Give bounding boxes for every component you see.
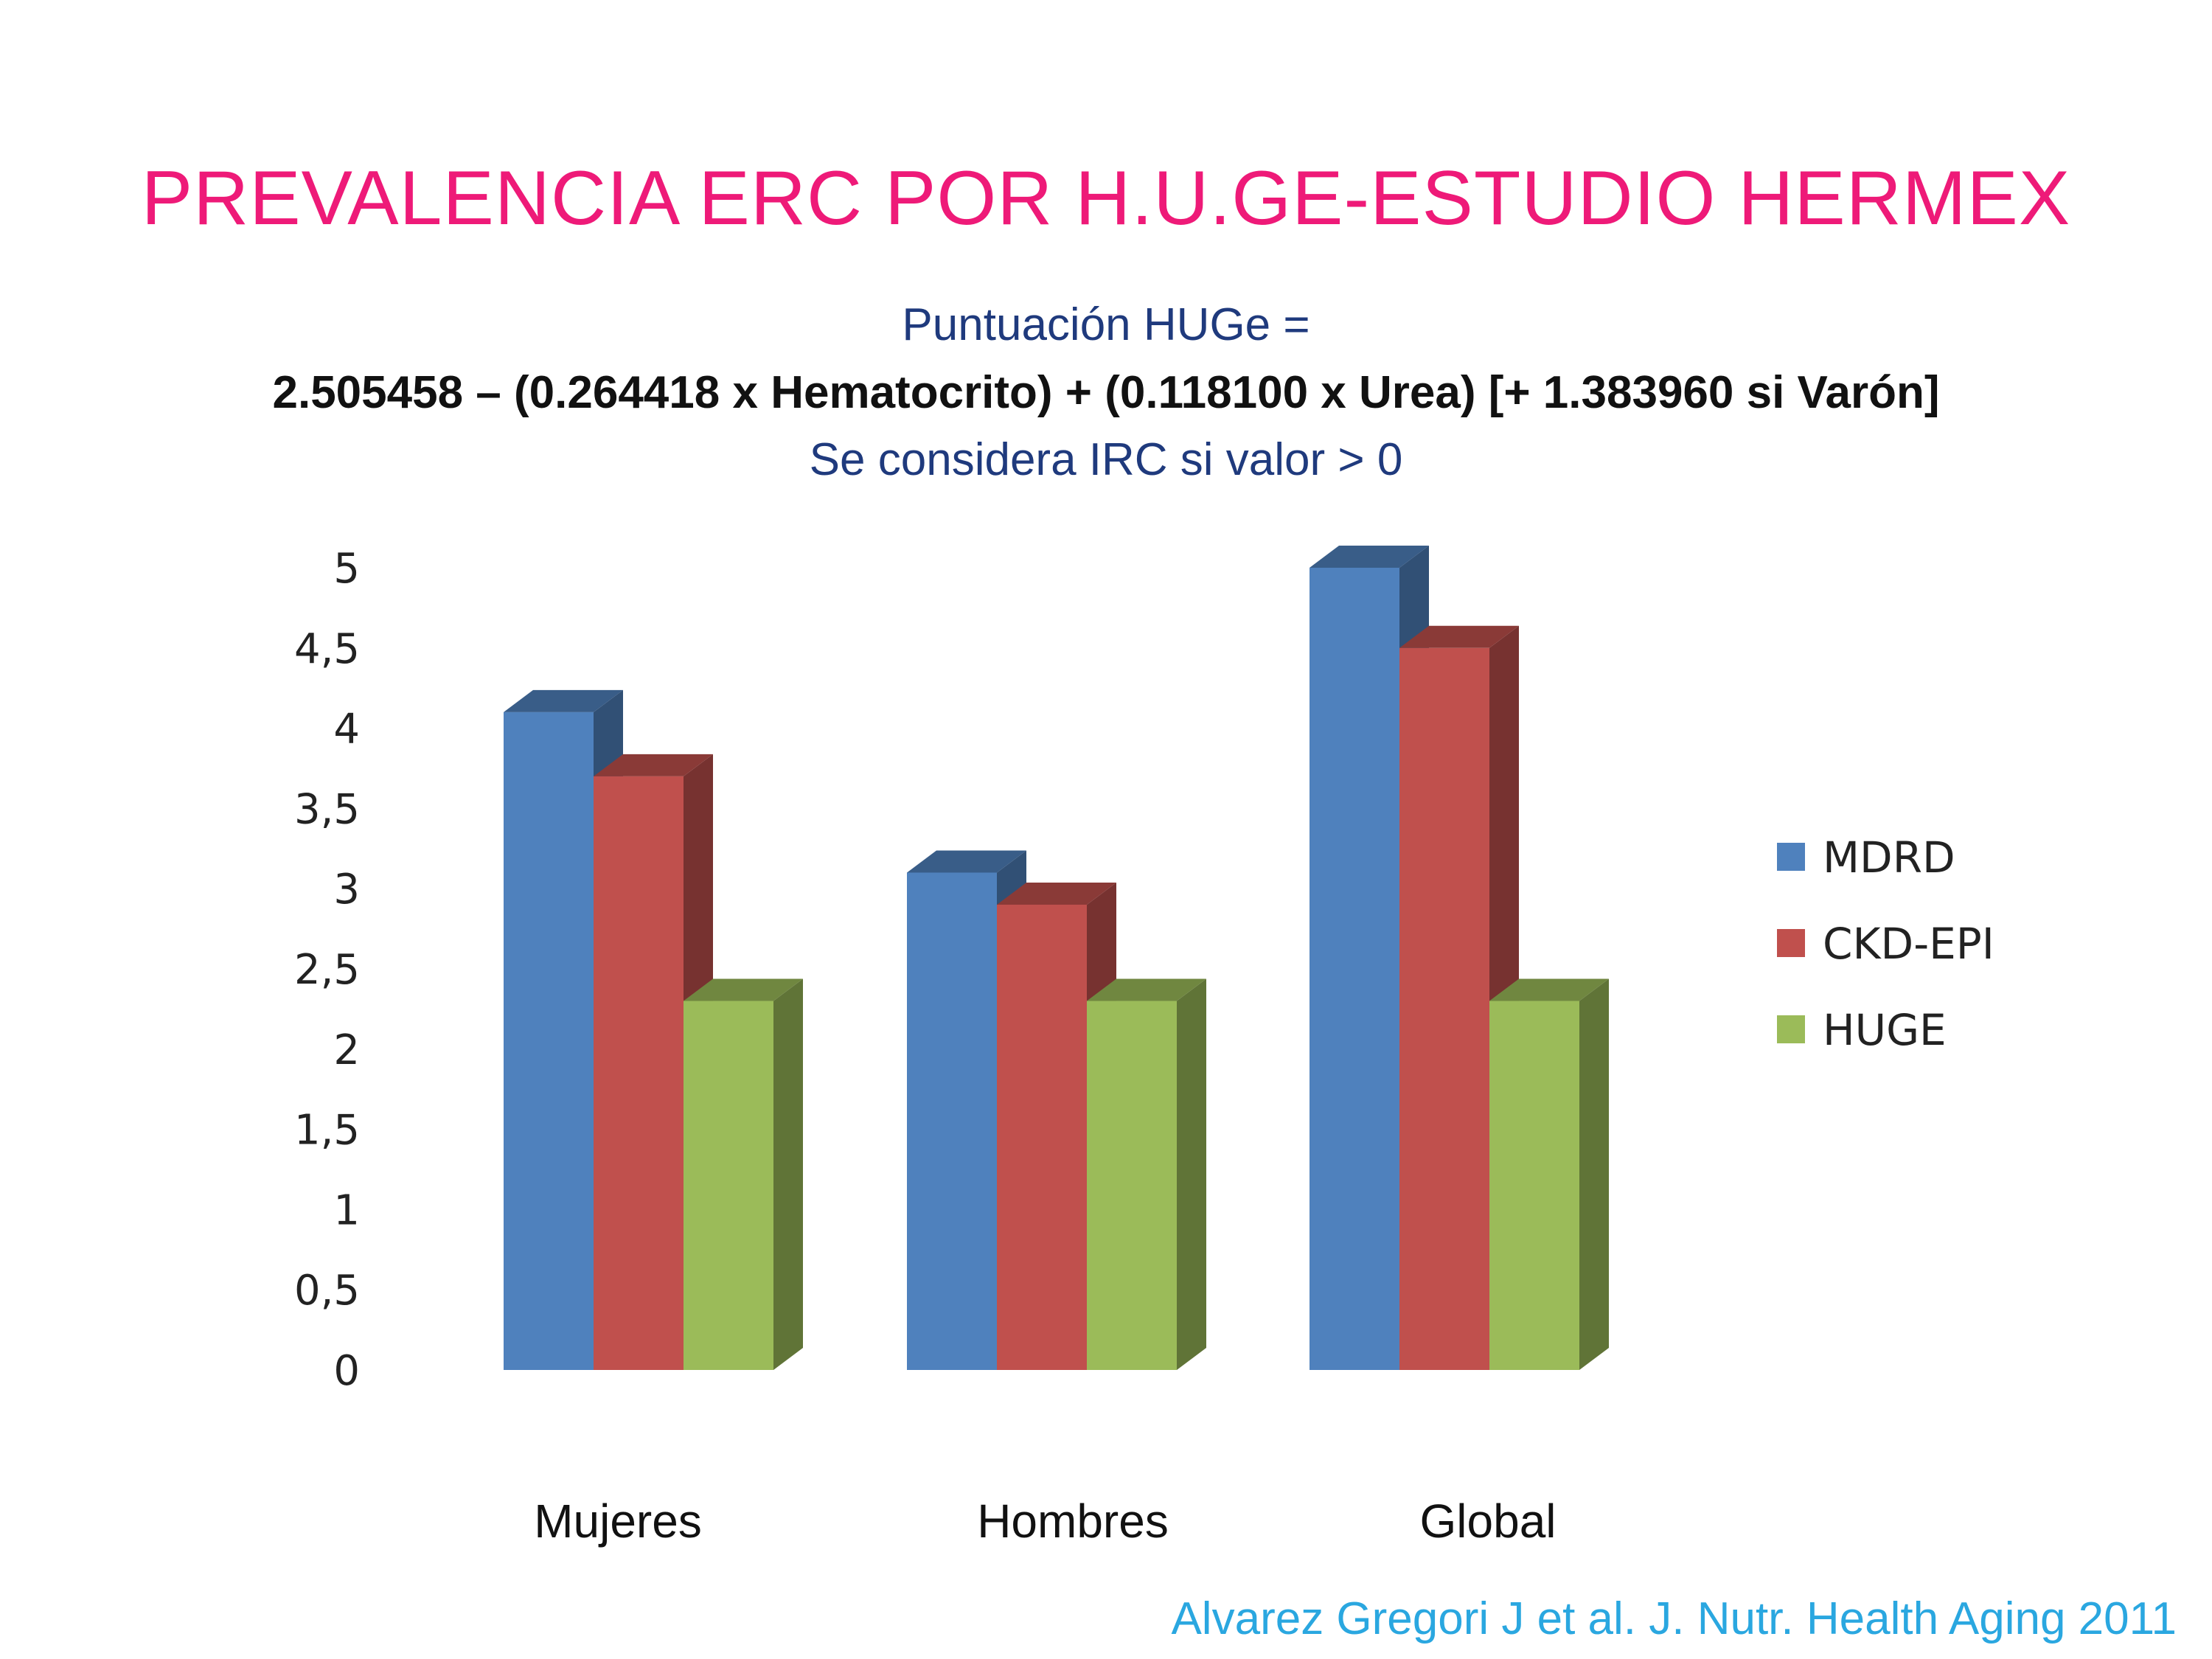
legend-swatch-mdrd <box>1777 843 1805 871</box>
bar-top-ckd-epi-global <box>1399 625 1519 648</box>
bar-mdrd-global <box>1310 568 1399 1370</box>
bar-side-huge-mujeres <box>773 978 803 1370</box>
bar-huge-mujeres <box>684 1001 773 1370</box>
legend-label-ckd-epi: CKD-EPI <box>1823 919 1994 969</box>
y-tick-label: 0,5 <box>294 1267 360 1315</box>
formula-label: Puntuación HUGe = <box>902 299 1310 350</box>
bar-huge-global <box>1489 1001 1579 1370</box>
y-tick-label: 3 <box>333 866 360 914</box>
bar-top-ckd-epi-hombres <box>997 882 1116 905</box>
bar-mdrd-hombres <box>907 872 997 1370</box>
bar-top-mdrd-global <box>1310 546 1429 568</box>
y-tick-label: 4,5 <box>294 625 360 673</box>
bar-ckd-epi-mujeres <box>594 776 684 1370</box>
y-tick-label: 0 <box>333 1347 360 1395</box>
bar-top-huge-mujeres <box>684 978 803 1001</box>
citation: Alvarez Gregori J et al. J. Nutr. Health… <box>1171 1593 2177 1644</box>
y-tick-label: 3,5 <box>294 785 360 833</box>
bar-ckd-epi-global <box>1399 647 1489 1370</box>
slide-title: PREVALENCIA ERC POR H.U.GE-ESTUDIO HERME… <box>141 156 2071 241</box>
x-category-label: Global <box>1420 1495 1557 1548</box>
y-tick-label: 2 <box>333 1026 360 1074</box>
x-category-label: Mujeres <box>534 1495 702 1548</box>
bar-side-huge-hombres <box>1177 978 1206 1370</box>
bar-huge-hombres <box>1087 1001 1177 1370</box>
bar-side-huge-global <box>1579 978 1609 1370</box>
legend-label-huge: HUGE <box>1823 1005 1947 1055</box>
huge-formula: 2.505458 – (0.264418 x Hematocrito) + (0… <box>272 367 1940 418</box>
bar-top-mdrd-mujeres <box>504 689 623 712</box>
bar-ckd-epi-hombres <box>997 904 1087 1370</box>
legend-swatch-huge <box>1777 1015 1805 1043</box>
y-tick-label: 1 <box>333 1186 360 1234</box>
y-tick-label: 2,5 <box>294 946 360 994</box>
y-tick-label: 4 <box>333 706 360 754</box>
bar-top-huge-hombres <box>1087 978 1206 1001</box>
bar-top-ckd-epi-mujeres <box>594 754 713 776</box>
y-tick-label: 5 <box>333 545 360 593</box>
legend-swatch-ckd-epi <box>1777 929 1805 957</box>
bar-top-mdrd-hombres <box>907 850 1026 873</box>
formula-note: Se considera IRC si valor > 0 <box>809 434 1403 485</box>
bar-mdrd-mujeres <box>504 712 594 1370</box>
legend-label-mdrd: MDRD <box>1823 832 1955 883</box>
x-category-label: Hombres <box>977 1495 1169 1548</box>
y-tick-label: 1,5 <box>294 1107 360 1155</box>
bar-top-huge-global <box>1489 978 1609 1001</box>
